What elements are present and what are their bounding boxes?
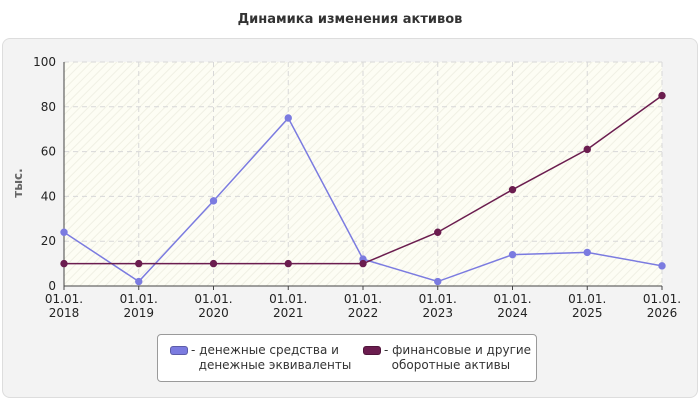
data-point-0	[284, 114, 292, 122]
data-point-1	[209, 259, 218, 268]
y-axis-label: тыс.	[11, 168, 25, 198]
x-tick-label: 01.01. 2025	[568, 292, 606, 320]
legend-label-financial: - финансовые и другие оборотные активы	[384, 343, 532, 372]
legend-label-financial-line1: финансовые и другие	[392, 343, 532, 357]
y-tick-label: 100	[33, 55, 56, 69]
data-point-1	[135, 259, 143, 268]
x-tick-label: 01.01. 2019	[120, 292, 158, 320]
data-point-0	[135, 277, 143, 286]
legend-swatch-financial	[363, 346, 381, 355]
legend-item-financial[interactable]: - финансовые и другие оборотные активы	[363, 343, 531, 373]
x-tick-label: 01.01. 2022	[344, 292, 382, 320]
data-point-0	[209, 197, 218, 205]
x-tick-label: 01.01. 2024	[493, 292, 531, 320]
y-tick-label: 80	[41, 100, 56, 114]
data-point-1	[284, 259, 292, 268]
legend-label-cash: - денежные средства и денежные эквивален…	[191, 343, 352, 372]
legend-label-cash-line1: денежные средства и	[199, 343, 339, 357]
y-tick-label: 0	[48, 279, 56, 293]
legend-label-financial-line2: оборотные активы	[391, 358, 511, 372]
data-point-0	[508, 250, 517, 259]
series-layer	[60, 91, 666, 286]
y-tick-label: 60	[41, 145, 56, 159]
tick-labels: 0 20 40 60 80 100 01.01. 2018 01.01. 2019 01.01. 20…	[33, 55, 681, 320]
data-point-1	[359, 259, 367, 268]
data-point-1	[508, 185, 517, 194]
x-tick-label: 01.01. 2021	[269, 292, 307, 320]
x-tick-label: 01.01. 2018	[45, 292, 83, 320]
data-point-0	[60, 228, 68, 236]
data-point-0	[658, 262, 666, 270]
x-tick-label: 01.01. 2023	[419, 292, 457, 320]
x-tick-label: 01.01. 2026	[643, 292, 681, 320]
data-point-1	[583, 145, 591, 154]
chart-title: Динамика изменения активов	[237, 12, 463, 27]
legend-item-cash[interactable]: - денежные средства и денежные эквивален…	[170, 343, 351, 373]
x-tick-label: 01.01. 2020	[194, 292, 232, 320]
data-point-1	[60, 259, 68, 268]
grid-lines	[64, 61, 663, 286]
data-point-0	[583, 248, 591, 257]
data-point-1	[434, 228, 442, 236]
y-tick-label: 40	[41, 189, 56, 203]
data-point-1	[658, 91, 666, 100]
legend-label-cash-line2: денежные эквиваленты	[198, 358, 352, 372]
data-point-0	[434, 277, 442, 286]
axes	[63, 62, 663, 290]
y-tick-label: 20	[41, 234, 56, 248]
legend: - денежные средства и денежные эквивален…	[157, 334, 537, 382]
legend-swatch-cash	[170, 346, 188, 355]
